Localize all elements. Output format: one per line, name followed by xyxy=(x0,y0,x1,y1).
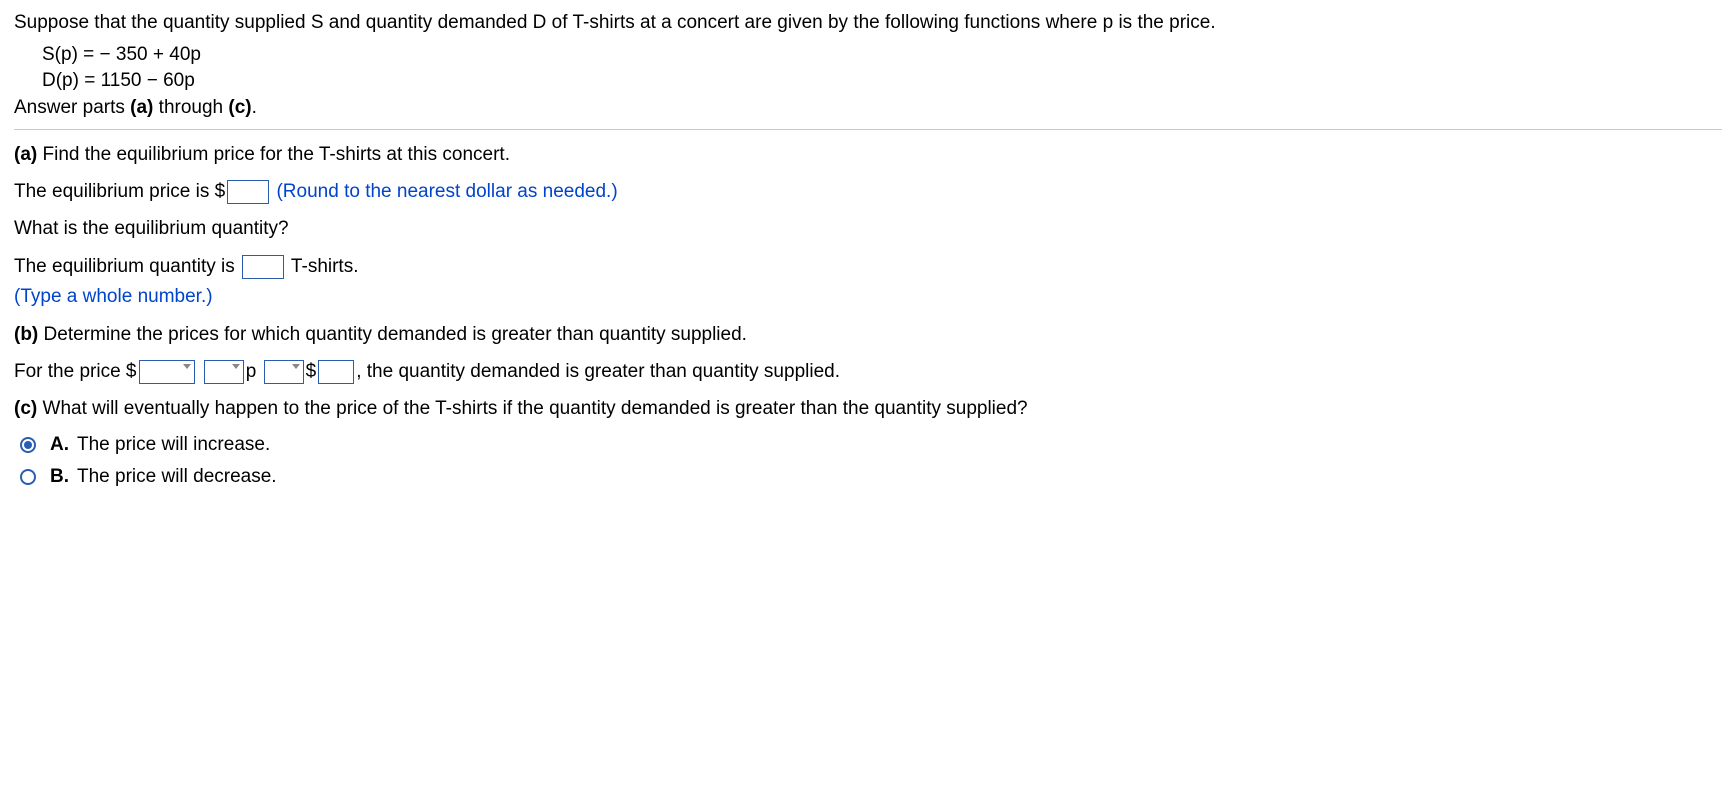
divider xyxy=(14,129,1722,130)
b-upper-input[interactable] xyxy=(318,360,354,384)
choice-a-radio[interactable] xyxy=(20,437,36,453)
problem-intro: Suppose that the quantity supplied S and… xyxy=(14,12,1722,34)
part-c-text: What will eventually happen to the price… xyxy=(37,398,1027,419)
b-p-symbol: p xyxy=(246,361,257,382)
part-c-prompt: (c) What will eventually happen to the p… xyxy=(14,398,1722,420)
part-a-prompt: (a) Find the equilibrium price for the T… xyxy=(14,144,1722,166)
choice-b-letter: B. xyxy=(50,466,69,488)
answer-parts-period: . xyxy=(252,97,257,118)
b-post: , the quantity demanded is greater than … xyxy=(356,361,840,382)
eq-qty-hint: (Type a whole number.) xyxy=(14,284,1722,310)
choice-b-row[interactable]: B. The price will decrease. xyxy=(20,466,1722,488)
equations-block: S(p) = − 350 + 40p D(p) = 1150 − 60p xyxy=(42,42,1722,93)
eq-qty-post: T-shirts. xyxy=(286,256,359,277)
eq-qty-block: The equilibrium quantity is T-shirts. (T… xyxy=(14,254,1722,309)
eq-qty-question: What is the equilibrium quantity? xyxy=(14,218,1722,240)
equilibrium-price-line: The equilibrium price is $ (Round to the… xyxy=(14,180,1722,204)
part-a-text: Find the equilibrium price for the T-shi… xyxy=(37,144,510,165)
part-c-label: (c) xyxy=(14,398,37,419)
choice-a-text: The price will increase. xyxy=(77,434,270,456)
eq-qty-pre: The equilibrium quantity is xyxy=(14,256,240,277)
eq-price-input[interactable] xyxy=(227,180,269,204)
demand-equation: D(p) = 1150 − 60p xyxy=(42,68,1722,94)
part-a-ref: (a) xyxy=(130,97,153,118)
eq-price-hint: (Round to the nearest dollar as needed.) xyxy=(271,181,617,202)
eq-price-pre: The equilibrium price is $ xyxy=(14,181,225,202)
part-b-label: (b) xyxy=(14,324,38,345)
supply-equation: S(p) = − 350 + 40p xyxy=(42,42,1722,68)
b-dollar2: $ xyxy=(306,361,317,382)
b-relation2-dropdown[interactable] xyxy=(264,360,304,384)
part-c-ref: (c) xyxy=(228,97,251,118)
choice-b-text: The price will decrease. xyxy=(77,466,277,488)
choice-a-row[interactable]: A. The price will increase. xyxy=(20,434,1722,456)
part-b-text: Determine the prices for which quantity … xyxy=(38,324,747,345)
answer-parts-pre: Answer parts xyxy=(14,97,130,118)
choice-a-letter: A. xyxy=(50,434,69,456)
part-a-label: (a) xyxy=(14,144,37,165)
b-pre: For the price $ xyxy=(14,361,137,382)
answer-parts-mid: through xyxy=(153,97,228,118)
b-relation1-dropdown[interactable] xyxy=(204,360,244,384)
choice-b-radio[interactable] xyxy=(20,469,36,485)
part-b-answer-line: For the price $ p $ , the quantity demand… xyxy=(14,360,1722,384)
eq-qty-input[interactable] xyxy=(242,255,284,279)
b-lower-dropdown[interactable] xyxy=(139,360,195,384)
answer-parts-line: Answer parts (a) through (c). xyxy=(14,97,1722,119)
part-b-prompt: (b) Determine the prices for which quant… xyxy=(14,324,1722,346)
